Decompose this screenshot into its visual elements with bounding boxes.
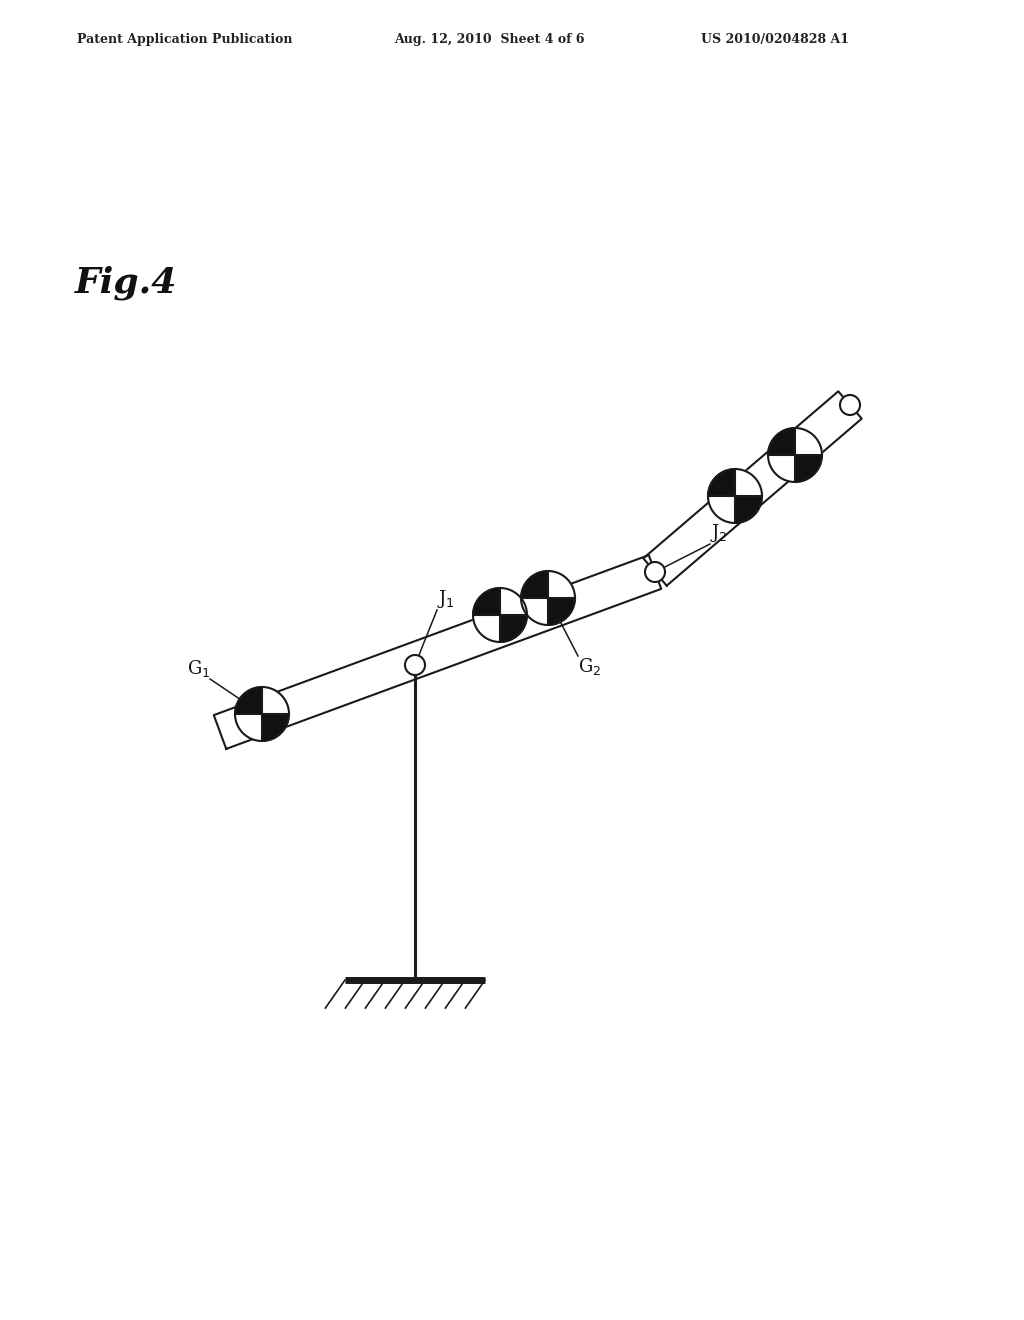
Text: Aug. 12, 2010  Sheet 4 of 6: Aug. 12, 2010 Sheet 4 of 6 — [394, 33, 585, 46]
Polygon shape — [234, 714, 262, 741]
Polygon shape — [795, 428, 822, 455]
Polygon shape — [795, 455, 822, 482]
Polygon shape — [500, 587, 527, 615]
Polygon shape — [406, 655, 425, 675]
Polygon shape — [735, 469, 762, 496]
Polygon shape — [735, 496, 762, 523]
Polygon shape — [521, 598, 548, 624]
Text: J$_2$: J$_2$ — [710, 521, 728, 544]
Text: Patent Application Publication: Patent Application Publication — [77, 33, 292, 46]
Polygon shape — [768, 455, 795, 482]
Polygon shape — [473, 587, 500, 615]
Polygon shape — [643, 391, 862, 586]
Text: US 2010/0204828 A1: US 2010/0204828 A1 — [701, 33, 850, 46]
Polygon shape — [473, 615, 500, 642]
Polygon shape — [500, 615, 527, 642]
Polygon shape — [234, 686, 262, 714]
Polygon shape — [840, 395, 860, 414]
Polygon shape — [262, 686, 289, 714]
Polygon shape — [708, 469, 735, 496]
Text: J$_1$: J$_1$ — [437, 587, 455, 610]
Polygon shape — [548, 598, 575, 624]
Polygon shape — [768, 428, 795, 455]
Polygon shape — [262, 714, 289, 741]
Polygon shape — [214, 556, 662, 748]
Polygon shape — [708, 496, 735, 523]
Text: Fig.4: Fig.4 — [75, 265, 177, 300]
Text: G$_1$: G$_1$ — [186, 657, 210, 678]
Polygon shape — [548, 572, 575, 598]
Polygon shape — [645, 562, 665, 582]
Text: G$_2$: G$_2$ — [578, 656, 601, 677]
Polygon shape — [521, 572, 548, 598]
